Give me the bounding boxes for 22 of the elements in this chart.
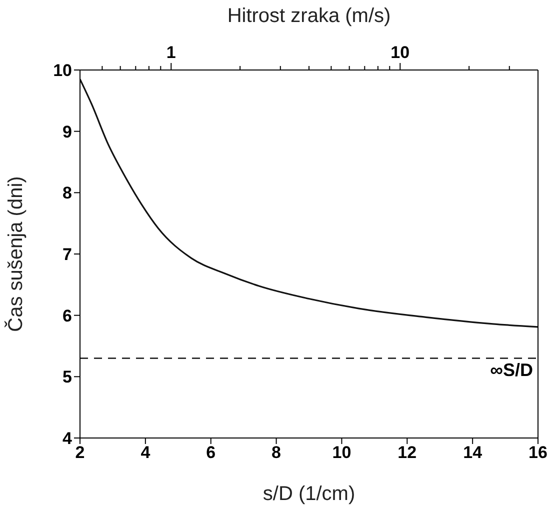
x-tick-label: 4 <box>140 443 151 462</box>
x-tick-label: 8 <box>272 443 282 462</box>
x2-tick-label: 1 <box>166 43 176 62</box>
line-series <box>80 78 538 328</box>
x2-tick-label: 10 <box>390 43 410 62</box>
x-tick-label: 2 <box>75 443 85 462</box>
y-tick-label: 6 <box>62 306 72 326</box>
x-tick-label: 10 <box>332 443 352 462</box>
x-tick-label: 6 <box>206 443 216 462</box>
y-tick-label: 5 <box>62 368 72 387</box>
y-tick-label: 8 <box>62 184 72 203</box>
y-tick-label: 7 <box>62 245 72 264</box>
x2-axis-title: Hitrost zraka (m/s) <box>227 5 391 27</box>
y-tick-label: 9 <box>62 122 72 142</box>
x-tick-label: 12 <box>398 443 417 462</box>
x-axis-title: s/D (1/cm) <box>262 483 356 505</box>
y-axis-title: Čas sušenja (dni) <box>4 176 28 332</box>
y-tick-label: 4 <box>62 429 73 448</box>
y-tick-label: 10 <box>53 61 72 80</box>
ref-line-label: ∞S/D <box>490 360 533 380</box>
x-tick-label: 14 <box>463 443 483 462</box>
x-tick-label: 16 <box>528 443 548 462</box>
